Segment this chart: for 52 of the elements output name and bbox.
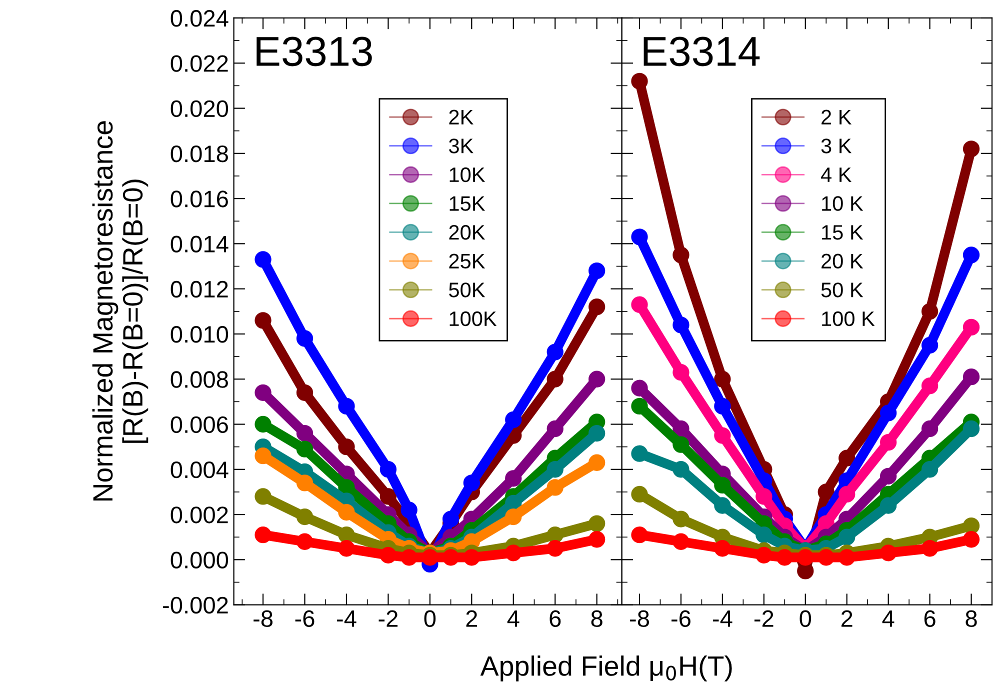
y-tick-label: 0.024 — [170, 10, 228, 27]
y-tick-label: 0.022 — [170, 55, 228, 72]
x-tick-label: -4 — [337, 610, 356, 627]
legend-label: 100 K — [822, 311, 875, 326]
x-tick-label: -4 — [712, 610, 732, 627]
legend-label: 4 K — [820, 168, 852, 182]
legend-label: 3 K — [821, 138, 852, 154]
legend-label: 100K — [450, 311, 497, 326]
y-tick-label: 0.018 — [170, 145, 228, 162]
x-tick-label: 0 — [424, 610, 436, 628]
x-tick-label: 8 — [966, 610, 977, 628]
x-tick-label: -6 — [672, 610, 690, 628]
y-tick-label: 0.014 — [170, 236, 228, 252]
legend-label: 10K — [450, 167, 486, 182]
chart-title: E3313 — [256, 36, 372, 66]
x-tick-label: 2 — [466, 610, 478, 627]
legend-label: 15 K — [822, 225, 864, 240]
legend-label: 3K — [449, 138, 474, 154]
x-tick-label: -2 — [754, 610, 774, 627]
y-tick-label: -0.002 — [163, 596, 228, 614]
x-tick-label: 4 — [882, 610, 894, 627]
legend-label: 2K — [449, 110, 474, 124]
legend-label: 50K — [449, 282, 486, 298]
x-tick-label: -8 — [254, 610, 273, 628]
y-tick-label: 0.000 — [170, 552, 228, 568]
y-tick-label: 0.012 — [170, 280, 228, 298]
x-tick-label: 4 — [507, 610, 520, 627]
legend-label: 20 K — [822, 254, 864, 269]
legend-label: 10 K — [822, 196, 864, 211]
y-tick-label: 0.006 — [170, 416, 228, 434]
x-tick-label: -6 — [295, 610, 314, 628]
x-tick-label: 8 — [591, 610, 602, 628]
x-tick-label: 6 — [924, 610, 936, 628]
y-tick-label: 0.008 — [170, 371, 228, 388]
chart-title: E3314 — [644, 36, 760, 66]
y-axis-title: Normalized Magnetoresistance [R(B)-R(B=0)]/R(B=0) — [92, 121, 148, 501]
x-axis-title: Applied Field μ$_{0}$H(T) — [480, 656, 732, 682]
legend-label: 2 K — [822, 110, 852, 124]
y-tick-label: 0.020 — [170, 100, 228, 118]
y-tick-label: 0.016 — [170, 190, 228, 208]
y-tick-label: 0.002 — [170, 506, 228, 524]
x-tick-label: 0 — [800, 610, 812, 628]
x-tick-label: 6 — [550, 610, 561, 628]
y-tick-label: 0.004 — [170, 461, 228, 478]
legend-label: 50 K — [821, 282, 864, 298]
legend-label: 20K — [449, 224, 486, 240]
x-tick-label: -8 — [630, 610, 649, 628]
legend-label: 25K — [449, 254, 486, 269]
y-tick-label: 0.010 — [170, 326, 228, 343]
x-tick-label: -2 — [378, 610, 398, 627]
legend-label: 15K — [450, 196, 486, 211]
x-tick-label: 2 — [841, 610, 852, 627]
